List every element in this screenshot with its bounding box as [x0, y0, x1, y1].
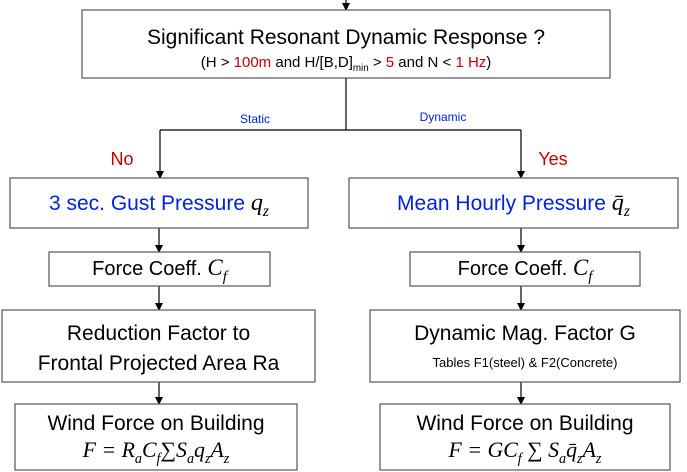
- text-segment: C: [142, 438, 157, 462]
- edges: [155, 0, 525, 405]
- node: Force Coeff. Cf: [409, 251, 641, 287]
- node-text: Wind Force on Building: [47, 412, 264, 435]
- text-segment: z: [623, 203, 630, 220]
- node-text: Tables F1(steel) & F2(Concrete): [433, 355, 618, 370]
- text-segment: Tables F1(steel) & F2(Concrete): [433, 355, 618, 370]
- node: Force Coeff. Cf: [48, 251, 271, 287]
- node-box: [14, 403, 298, 471]
- node-text: Force Coeff. Cf: [92, 255, 229, 285]
- text-segment: 1 Hz: [455, 54, 486, 71]
- text-segment: f: [157, 451, 163, 467]
- text-segment: f: [518, 451, 524, 467]
- node-text: Mean Hourly Pressure q̄z: [397, 190, 630, 221]
- text-segment: a: [187, 451, 194, 467]
- text-segment: z: [204, 451, 211, 467]
- text-segment: ): [486, 54, 491, 71]
- node: Mean Hourly Pressure q̄z: [348, 177, 679, 229]
- node: Reduction Factor to Frontal Projected Are…: [1, 309, 316, 383]
- text-segment: A: [208, 438, 224, 462]
- text-segment: Significant Resonant Dynamic Response ?: [147, 26, 545, 49]
- text-segment: 5: [386, 54, 394, 71]
- text-segment: f: [223, 269, 229, 285]
- node-text: Significant Resonant Dynamic Response ?: [147, 26, 545, 49]
- text-segment: Dynamic Mag. Factor G: [414, 322, 636, 345]
- text-segment: Force Coeff.: [92, 258, 207, 280]
- node-box: [81, 9, 611, 79]
- text-segment: A: [581, 438, 597, 462]
- node-text: (H > 100m and H/[B,D]min > 5 and N < 1 H…: [201, 54, 492, 74]
- text-segment: q: [194, 438, 205, 462]
- text-segment: (H >: [201, 54, 234, 71]
- text-segment: a: [559, 451, 566, 467]
- node-text: F = RaCf∑SaqzAz: [82, 438, 230, 467]
- node-box: [379, 403, 671, 471]
- text-segment: f: [588, 269, 594, 285]
- text-segment: min: [353, 63, 369, 74]
- node-box: [48, 251, 271, 287]
- node-text: Frontal Projected Area Ra: [38, 352, 280, 375]
- node-box: [409, 251, 641, 287]
- text-segment: Force Coeff.: [458, 258, 573, 280]
- edge-label: Dynamic: [420, 110, 467, 124]
- node: Dynamic Mag. Factor G Tables F1(steel) & …: [369, 309, 681, 383]
- node-text: Wind Force on Building: [416, 412, 633, 435]
- node-box: [348, 177, 679, 229]
- text-segment: ∑ S: [522, 438, 559, 462]
- text-segment: Mean Hourly Pressure: [397, 192, 612, 215]
- text-segment: q: [251, 190, 263, 216]
- text-segment: and H/[B,D]: [271, 54, 353, 71]
- text-segment: 3 sec. Gust Pressure: [49, 192, 251, 215]
- edge-label: Static: [240, 112, 270, 126]
- text-segment: C: [207, 255, 223, 280]
- text-segment: and N <: [394, 54, 455, 71]
- text-segment: 100m: [234, 54, 272, 71]
- text-segment: F = R: [82, 438, 135, 462]
- text-segment: z: [595, 451, 602, 467]
- text-segment: q̄: [612, 190, 624, 216]
- text-segment: ∑S: [161, 438, 188, 462]
- text-segment: C: [573, 255, 589, 280]
- node-text: Reduction Factor to: [67, 322, 250, 345]
- node-text: Dynamic Mag. Factor G: [414, 322, 636, 345]
- node-text: F = GCf ∑ Saq̄zAz: [448, 438, 602, 467]
- edge-label: Yes: [538, 149, 567, 169]
- text-segment: z: [262, 203, 269, 220]
- node-text: Force Coeff. Cf: [458, 255, 595, 285]
- text-segment: Wind Force on Building: [47, 412, 264, 435]
- text-segment: z: [223, 451, 230, 467]
- text-segment: Reduction Factor to: [67, 322, 250, 345]
- text-segment: F = GC: [448, 438, 519, 462]
- node-box: [9, 177, 309, 229]
- node-box: [369, 309, 681, 383]
- text-segment: q̄: [566, 438, 577, 462]
- text-segment: Frontal Projected Area Ra: [38, 352, 280, 375]
- text-segment: a: [135, 451, 142, 467]
- node: Significant Resonant Dynamic Response ? (…: [81, 9, 611, 79]
- text-segment: Wind Force on Building: [416, 412, 633, 435]
- node-text: 3 sec. Gust Pressure qz: [49, 190, 269, 221]
- node-box: [1, 309, 316, 383]
- node: 3 sec. Gust Pressure qz: [9, 177, 309, 229]
- text-segment: >: [369, 54, 386, 71]
- text-segment: z: [576, 451, 583, 467]
- edge-label: No: [110, 149, 133, 169]
